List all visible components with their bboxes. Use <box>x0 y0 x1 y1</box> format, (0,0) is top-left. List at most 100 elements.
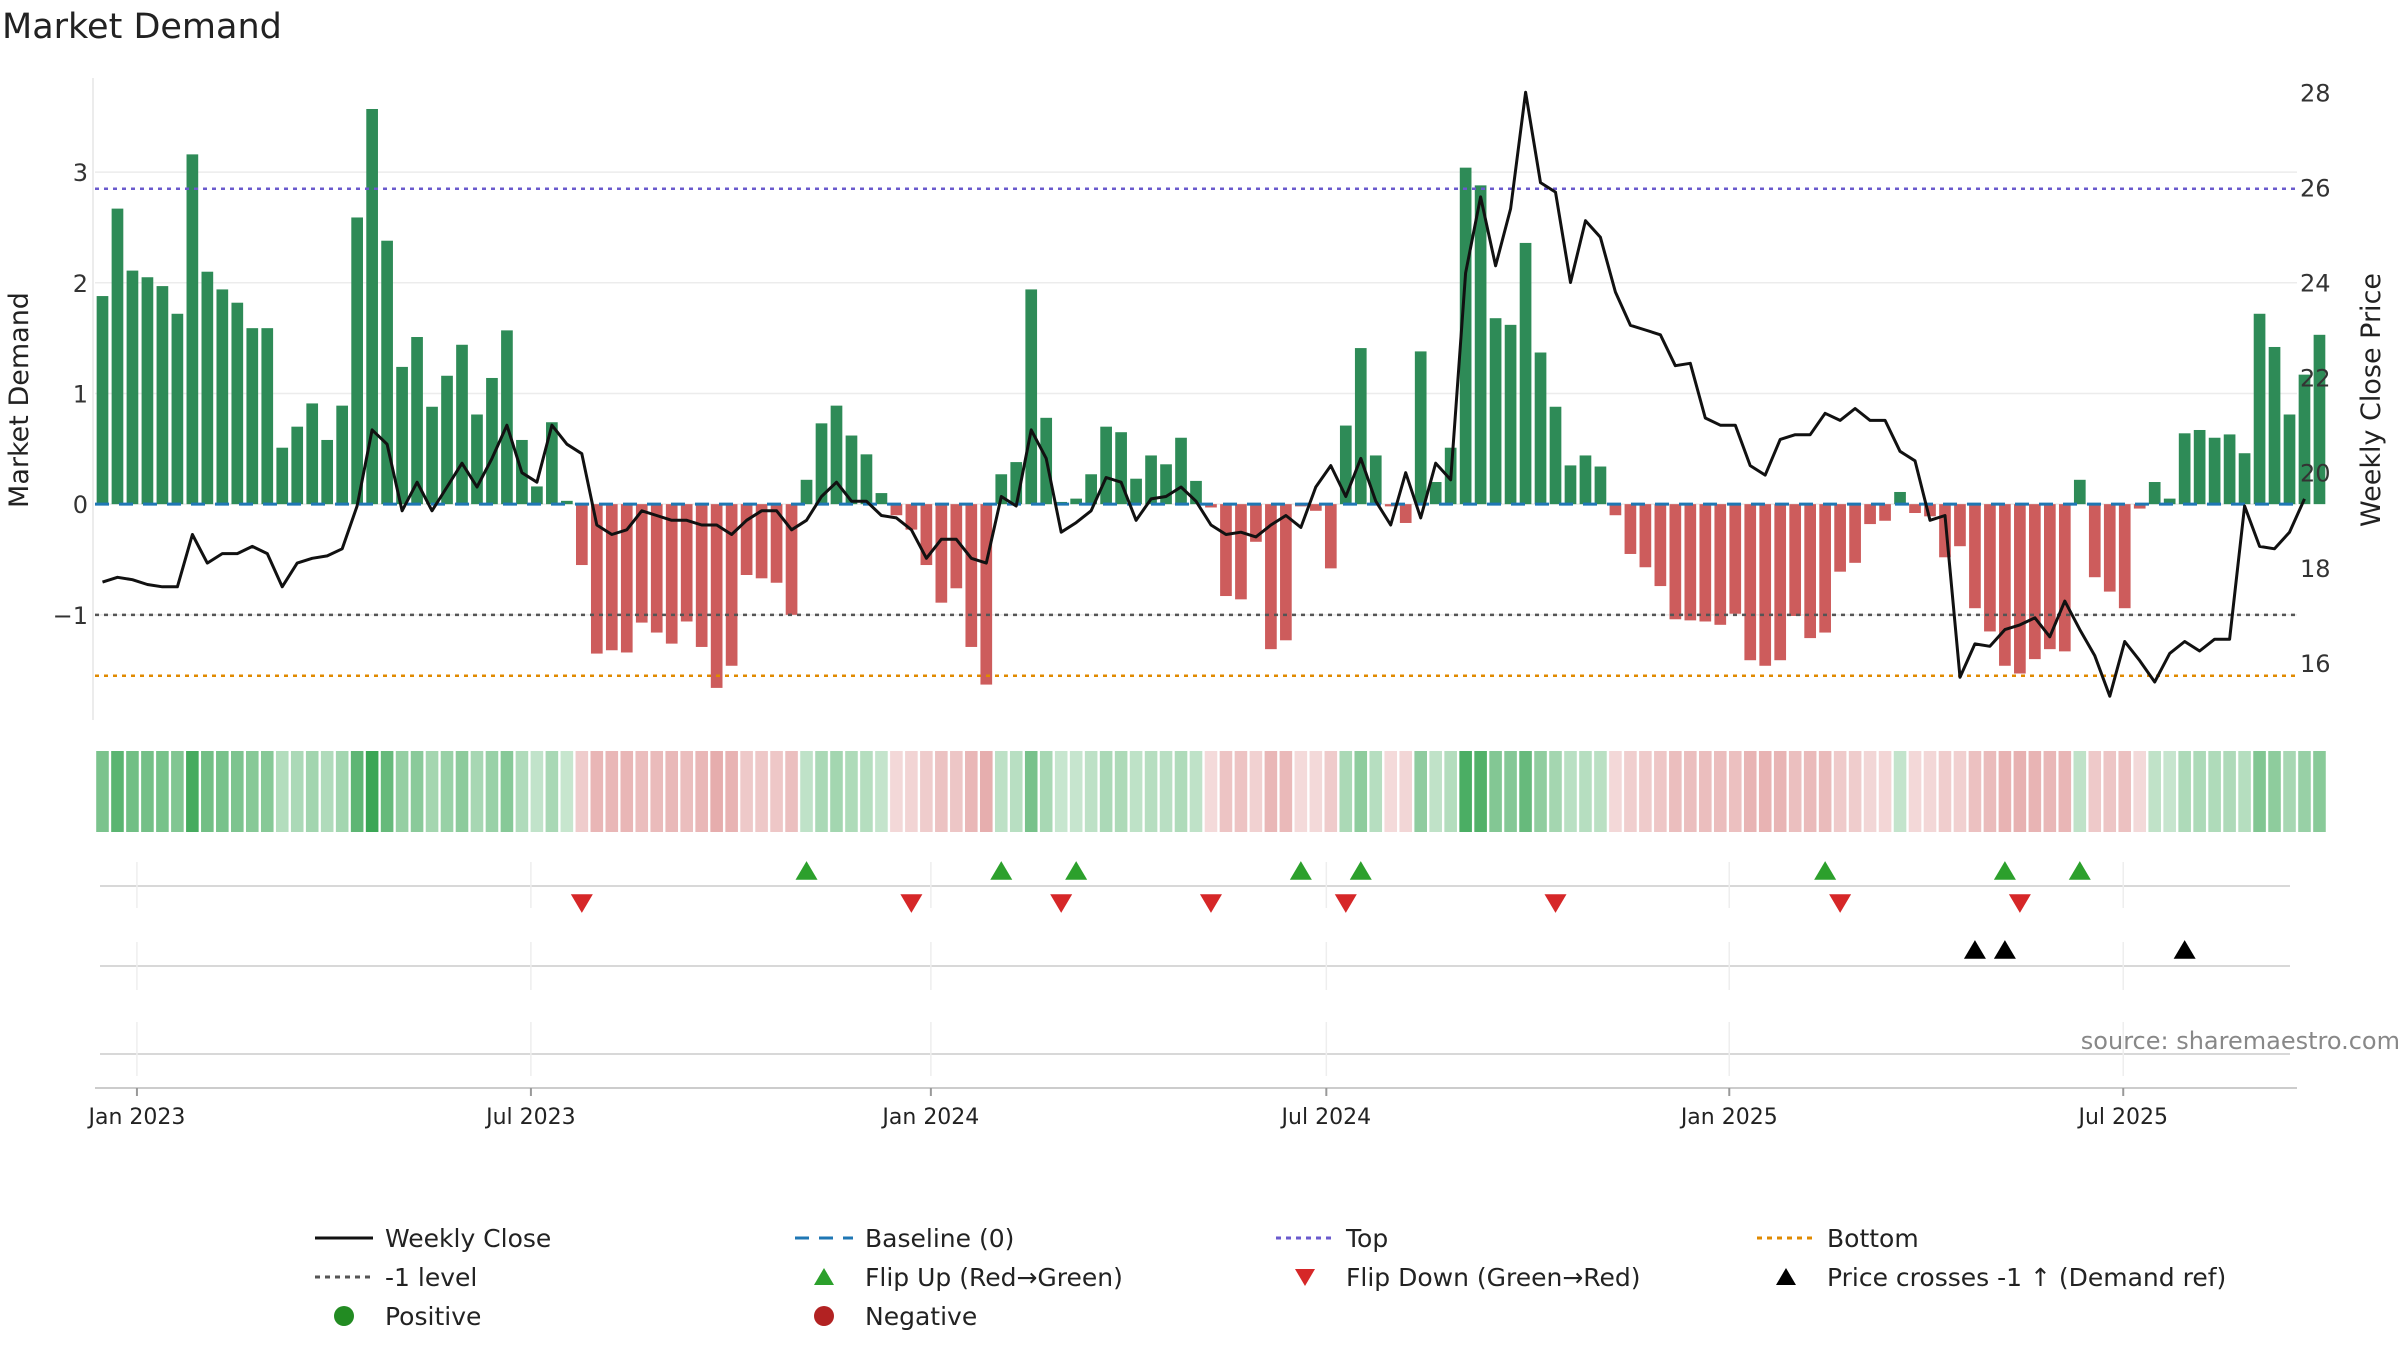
heat-cell <box>770 751 783 832</box>
heat-cell <box>485 751 499 832</box>
demand-bar <box>261 328 274 505</box>
heat-cell <box>1549 751 1562 832</box>
demand-bar <box>126 270 139 505</box>
demand-bar <box>2118 504 2131 609</box>
heat-cell <box>1519 751 1532 832</box>
heat-cell <box>275 751 289 832</box>
demand-bar <box>1894 491 1906 505</box>
demand-bars <box>96 108 2326 688</box>
demand-bar <box>965 504 978 647</box>
demand-bar <box>171 313 184 505</box>
heat-cell <box>216 751 229 832</box>
demand-bar <box>2238 453 2251 505</box>
heat-cell <box>1429 751 1442 832</box>
heat-cell <box>2118 751 2132 832</box>
demand-bar <box>725 504 738 666</box>
flip-up-marker <box>2068 861 2091 880</box>
heat-cell <box>1803 751 1817 832</box>
y2-tick-label: 16 <box>2300 650 2331 678</box>
axes: −1 0 1 2 3 16 18 20 22 24 26 28 Jan 2023 Jul 2023 Jan … <box>53 78 2331 1130</box>
heat-cell <box>201 751 214 832</box>
heat-cell <box>410 751 424 832</box>
demand-bar <box>1579 455 1592 505</box>
heat-cell <box>680 751 693 832</box>
flip-down-marker <box>1050 894 1073 913</box>
legend-label-baseline: Baseline (0) <box>865 1224 1014 1253</box>
demand-bar <box>995 474 1008 505</box>
heat-cell <box>1983 751 1997 832</box>
demand-bar <box>1564 465 1577 505</box>
demand-bar <box>2029 504 2041 660</box>
demand-bar <box>1205 504 1217 508</box>
demand-bar <box>336 405 349 505</box>
heat-cell <box>1174 751 1188 832</box>
heat-cell <box>126 751 139 832</box>
demand-bar <box>1954 504 1966 547</box>
demand-bar <box>1280 504 1292 641</box>
heat-cell <box>1054 751 1068 832</box>
heat-cell <box>1818 751 1832 832</box>
y-tick-label: 3 <box>73 159 88 187</box>
demand-bar <box>2268 346 2281 505</box>
heat-cell <box>935 751 948 832</box>
demand-bar <box>1190 480 1202 505</box>
heat-cell <box>1863 751 1877 832</box>
heat-cell <box>1204 751 1218 832</box>
heat-cell <box>2073 751 2087 832</box>
heat-cell <box>605 751 619 832</box>
demand-bar <box>1399 504 1412 523</box>
heat-cell <box>1728 751 1742 832</box>
heat-cell <box>1893 751 1907 832</box>
y2-tick-label: 22 <box>2300 365 2331 393</box>
heat-cell <box>1923 751 1937 832</box>
heat-cell <box>1264 751 1278 832</box>
demand-bar <box>2253 313 2266 505</box>
price-cross-marker <box>1963 940 1986 959</box>
price-cross-marker <box>1993 940 2016 959</box>
heat-cell <box>2103 751 2117 832</box>
x-tick-label: Jan 2024 <box>880 1105 979 1130</box>
demand-bar <box>2208 437 2221 505</box>
heat-cell <box>1069 751 1083 832</box>
demand-bar <box>531 486 543 505</box>
heat-cell <box>2298 751 2311 832</box>
heat-cell <box>1369 751 1383 832</box>
heat-cell <box>905 751 918 832</box>
heat-cell <box>1189 751 1203 832</box>
heat-cell <box>994 751 1008 832</box>
heat-cell <box>380 751 394 832</box>
heat-cell <box>950 751 963 832</box>
demand-bar <box>1309 504 1322 511</box>
legend-label-minus-one: -1 level <box>385 1263 477 1292</box>
demand-bar <box>1220 504 1232 597</box>
heat-cell <box>2148 751 2161 832</box>
heat-cell <box>2208 751 2221 832</box>
heat-cell <box>800 751 813 832</box>
heat-cell <box>890 751 903 832</box>
demand-bar <box>186 154 199 505</box>
y2-tick-label: 20 <box>2300 460 2331 488</box>
heat-cell <box>1713 751 1727 832</box>
heat-cell <box>1399 751 1413 832</box>
heat-cell <box>1294 751 1308 832</box>
demand-bar <box>291 426 304 505</box>
heat-cell <box>1159 751 1173 832</box>
demand-bar <box>351 217 363 505</box>
heat-cell <box>2238 751 2251 832</box>
heat-cell <box>530 751 544 832</box>
flip-up-marker <box>1065 861 1088 880</box>
demand-bar <box>650 504 663 633</box>
event-markers <box>100 861 2290 1076</box>
demand-bar <box>111 208 124 505</box>
heat-cell <box>350 751 364 832</box>
heat-cell <box>575 751 589 832</box>
demand-bar <box>1924 504 1936 517</box>
flip-up-marker <box>795 861 818 880</box>
demand-bar <box>785 504 798 615</box>
demand-bar <box>276 447 289 505</box>
demand-bar <box>561 500 573 505</box>
heat-cell <box>1938 751 1952 832</box>
heat-cell <box>635 751 649 832</box>
demand-bar <box>411 337 423 505</box>
demand-bar <box>1160 464 1172 505</box>
